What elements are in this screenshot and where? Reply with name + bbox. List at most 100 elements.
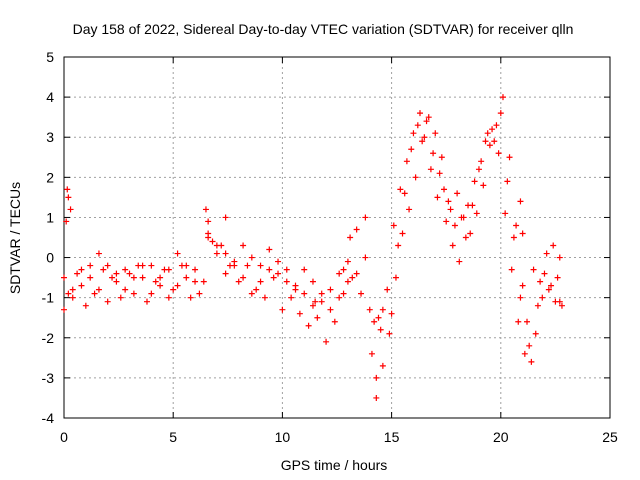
data-point <box>257 278 264 285</box>
data-point <box>493 122 500 129</box>
data-point <box>375 314 382 321</box>
chart-title: Day 158 of 2022, Sidereal Day-to-day VTE… <box>73 21 574 37</box>
data-point <box>130 274 137 281</box>
data-point <box>178 262 185 269</box>
data-point <box>309 302 316 309</box>
x-tick-label: 20 <box>493 429 509 445</box>
data-point <box>414 122 421 129</box>
data-point <box>87 274 94 281</box>
data-point <box>78 282 85 289</box>
data-point <box>95 250 102 257</box>
data-point <box>510 234 517 241</box>
data-point <box>344 258 351 265</box>
y-tick-label: -2 <box>42 330 55 346</box>
data-point <box>534 302 541 309</box>
data-point <box>441 186 448 193</box>
data-point <box>253 286 260 293</box>
data-point <box>545 286 552 293</box>
data-point <box>347 234 354 241</box>
data-point <box>480 182 487 189</box>
data-points <box>61 94 565 401</box>
data-point <box>200 278 207 285</box>
grid-lines <box>64 57 610 418</box>
data-point <box>157 282 164 289</box>
data-point <box>489 126 496 133</box>
data-point <box>504 178 511 185</box>
data-point <box>515 318 522 325</box>
y-tick-label: 1 <box>46 209 54 225</box>
data-point <box>373 394 380 401</box>
data-point <box>283 278 290 285</box>
data-point <box>301 290 308 297</box>
data-point <box>443 218 450 225</box>
data-point <box>61 306 67 313</box>
data-point <box>519 230 526 237</box>
data-point <box>395 242 402 249</box>
data-point <box>336 294 343 301</box>
data-point <box>344 278 351 285</box>
data-point <box>275 270 282 277</box>
data-point <box>379 362 386 369</box>
data-point <box>222 270 229 277</box>
data-point <box>240 242 247 249</box>
data-point <box>202 206 209 213</box>
data-point <box>471 178 478 185</box>
data-point <box>416 110 423 117</box>
data-point <box>174 282 181 289</box>
data-point <box>430 150 437 157</box>
y-tick-label: 3 <box>46 129 54 145</box>
y-axis-label: SDTVAR / TECUs <box>7 182 23 294</box>
data-point <box>388 310 395 317</box>
data-point <box>91 290 98 297</box>
data-point <box>248 254 255 261</box>
data-point <box>410 130 417 137</box>
data-point <box>521 350 528 357</box>
data-point <box>421 134 428 141</box>
data-point <box>117 294 124 301</box>
data-point <box>390 222 397 229</box>
data-point <box>362 254 369 261</box>
data-point <box>82 302 89 309</box>
data-point <box>377 326 384 333</box>
data-point <box>205 230 212 237</box>
data-point <box>196 290 203 297</box>
data-point <box>95 286 102 293</box>
data-point <box>349 274 356 281</box>
data-point <box>161 266 168 273</box>
data-point <box>469 202 476 209</box>
data-point <box>301 266 308 273</box>
data-point <box>248 290 255 297</box>
data-point <box>100 266 107 273</box>
data-point <box>467 230 474 237</box>
data-point <box>192 266 199 273</box>
data-point <box>379 306 386 313</box>
series-track-A <box>61 110 563 381</box>
data-point <box>331 318 338 325</box>
data-point <box>399 230 406 237</box>
data-point <box>122 266 129 273</box>
series-isolated-points <box>63 186 565 401</box>
data-point <box>327 286 334 293</box>
data-point <box>244 262 251 269</box>
data-point <box>371 318 378 325</box>
data-point <box>174 250 181 257</box>
data-point <box>226 262 233 269</box>
data-point <box>541 270 548 277</box>
data-point <box>519 282 526 289</box>
data-point <box>63 218 70 225</box>
data-point <box>462 234 469 241</box>
data-point <box>517 294 524 301</box>
x-tick-label: 15 <box>384 429 400 445</box>
data-point <box>486 142 493 149</box>
data-point <box>532 330 539 337</box>
y-tick-label: 0 <box>46 250 54 266</box>
data-point <box>558 302 565 309</box>
data-point <box>78 266 85 273</box>
data-point <box>104 262 111 269</box>
data-point <box>275 258 282 265</box>
data-point <box>323 338 330 345</box>
x-tick-label: 10 <box>275 429 291 445</box>
data-point <box>336 270 343 277</box>
data-point <box>550 242 557 249</box>
data-point <box>447 206 454 213</box>
